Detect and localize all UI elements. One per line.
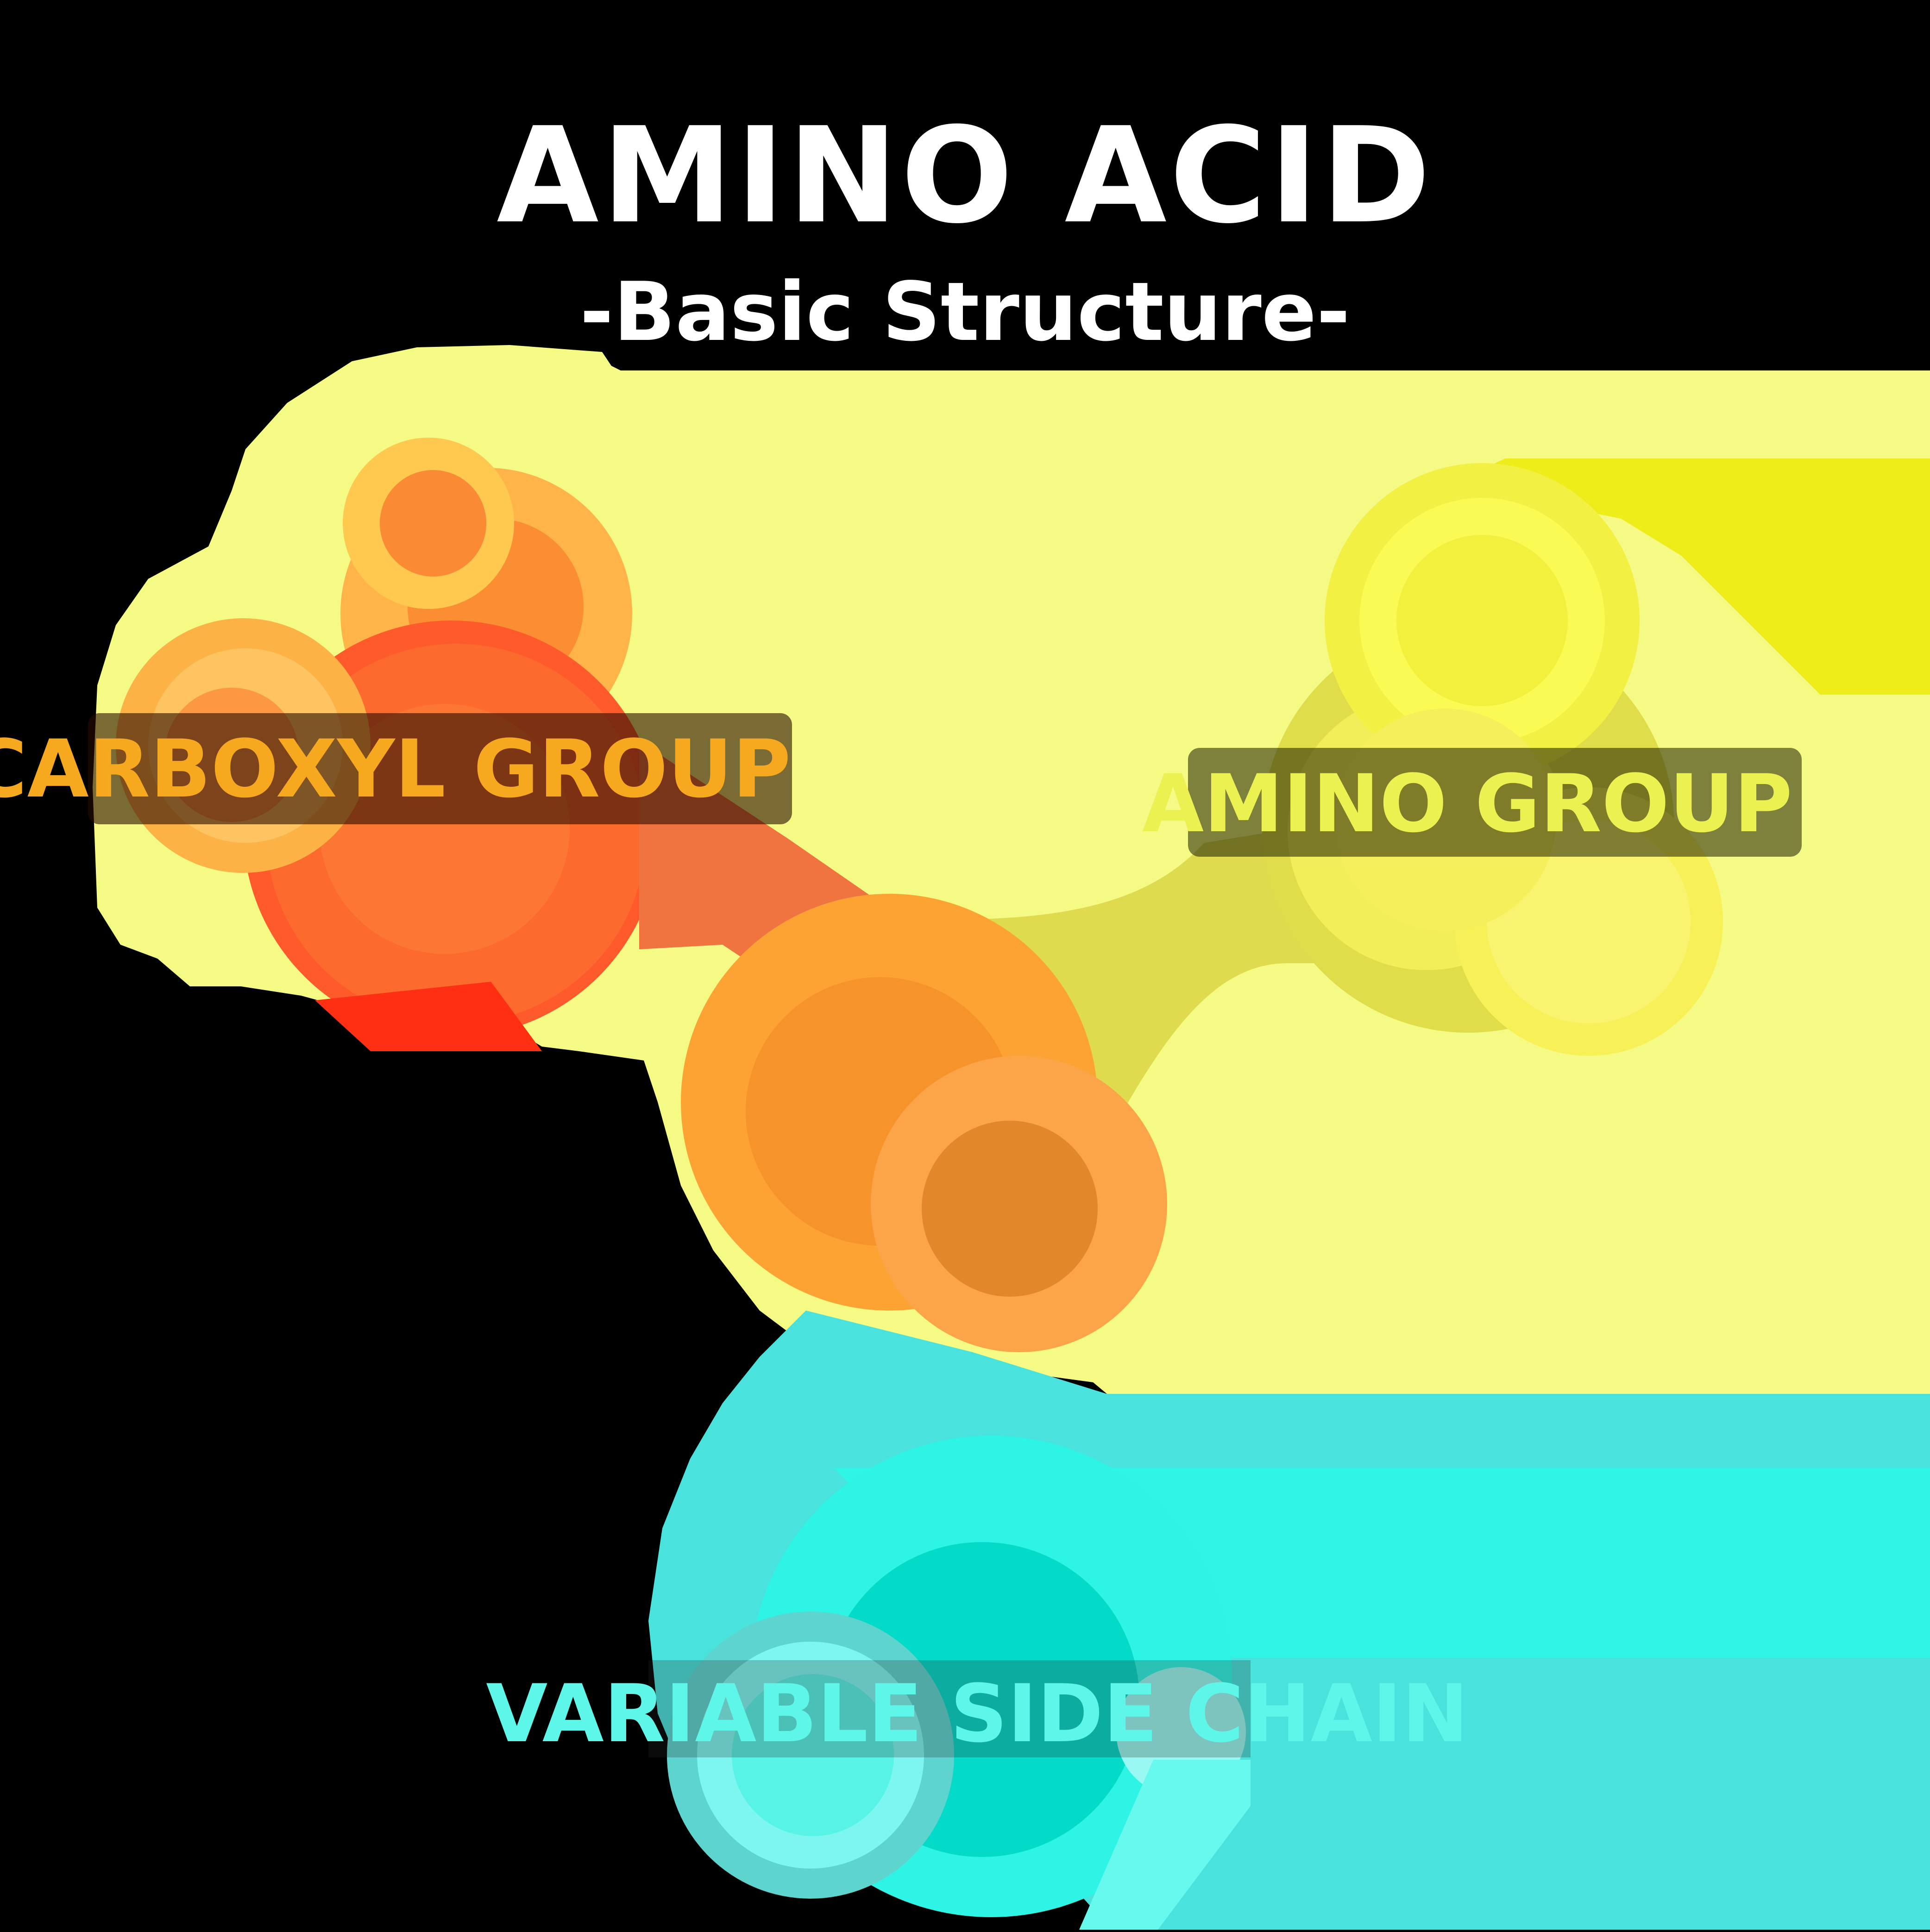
carboxyl-red-base [315,982,542,1051]
side-chain-label-box [648,1660,1251,1757]
carboxyl-label-box [88,713,792,824]
amino-glow-band [1385,458,1930,695]
side-chain-label: VARIABLE SIDE CHAIN [486,1667,1468,1760]
carboxyl-label: CARBOXYL GROUP [0,722,791,815]
carboxyl-small-core [380,470,486,577]
side-chain-bottom-block [1079,1760,1251,1930]
side-chain-left-core [732,1674,894,1836]
central-small-core [922,1121,1098,1297]
amino-label: AMINO GROUP [1142,757,1792,850]
page-subtitle: -Basic Structure- [579,265,1351,359]
amino-top-core [1396,535,1568,706]
page-title: AMINO ACID [497,99,1433,253]
amino-label-box [1188,748,1802,857]
